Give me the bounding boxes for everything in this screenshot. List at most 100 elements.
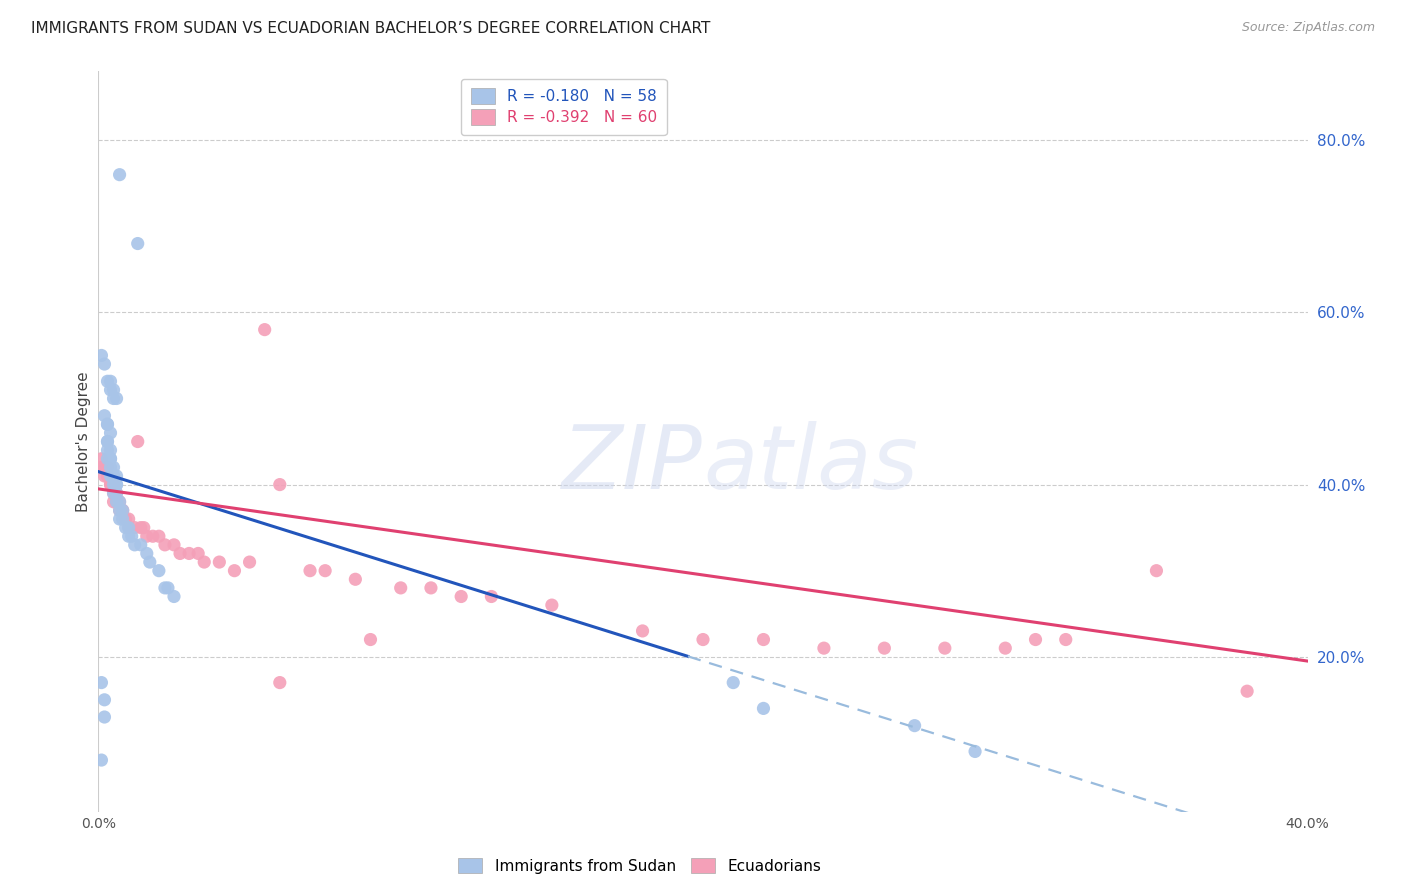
Point <box>96 460 118 475</box>
Point <box>169 546 191 560</box>
Point <box>360 632 382 647</box>
Point <box>93 460 115 475</box>
Point <box>163 590 186 604</box>
Point <box>100 451 122 466</box>
Point <box>135 546 157 560</box>
Point <box>692 632 714 647</box>
Point <box>752 632 775 647</box>
Point <box>450 590 472 604</box>
Point <box>105 495 128 509</box>
Point <box>103 469 125 483</box>
Point <box>1024 632 1046 647</box>
Point <box>1144 564 1167 578</box>
Point <box>934 641 956 656</box>
Point <box>108 503 131 517</box>
Point <box>299 564 322 578</box>
Point <box>148 529 170 543</box>
Text: atlas: atlas <box>703 421 918 507</box>
Point <box>108 168 131 182</box>
Point <box>179 546 201 560</box>
Point <box>269 675 291 690</box>
Point <box>148 564 170 578</box>
Point <box>873 641 896 656</box>
Point <box>90 451 112 466</box>
Point <box>118 521 141 535</box>
Point <box>90 675 112 690</box>
Point <box>142 529 165 543</box>
Point <box>124 538 146 552</box>
Point <box>344 572 367 586</box>
Point <box>127 236 149 251</box>
Point <box>103 477 125 491</box>
Point <box>100 451 122 466</box>
Point <box>1236 684 1258 698</box>
Point <box>90 348 112 362</box>
Point <box>129 521 152 535</box>
Point <box>187 546 209 560</box>
Legend: Immigrants from Sudan, Ecuadorians: Immigrants from Sudan, Ecuadorians <box>451 852 828 880</box>
Point <box>1054 632 1077 647</box>
Point <box>269 477 291 491</box>
Text: Source: ZipAtlas.com: Source: ZipAtlas.com <box>1241 21 1375 35</box>
Point <box>100 460 122 475</box>
Point <box>153 581 176 595</box>
Point <box>103 460 125 475</box>
Point <box>100 383 122 397</box>
Point <box>389 581 412 595</box>
Point <box>121 529 143 543</box>
Point <box>114 512 136 526</box>
Point <box>105 486 128 500</box>
Point <box>100 477 122 491</box>
Point <box>103 486 125 500</box>
Point <box>420 581 443 595</box>
Point <box>813 641 835 656</box>
Point <box>118 521 141 535</box>
Point <box>904 718 927 732</box>
Point <box>96 434 118 449</box>
Y-axis label: Bachelor's Degree: Bachelor's Degree <box>76 371 91 512</box>
Point <box>132 521 155 535</box>
Point <box>100 443 122 458</box>
Point <box>93 693 115 707</box>
Point <box>481 590 503 604</box>
Point <box>96 451 118 466</box>
Point <box>108 512 131 526</box>
Point <box>108 503 131 517</box>
Point <box>100 425 122 440</box>
Point <box>108 495 131 509</box>
Point <box>96 374 118 388</box>
Text: IMMIGRANTS FROM SUDAN VS ECUADORIAN BACHELOR’S DEGREE CORRELATION CHART: IMMIGRANTS FROM SUDAN VS ECUADORIAN BACH… <box>31 21 710 37</box>
Point <box>118 512 141 526</box>
Point <box>93 710 115 724</box>
Point <box>103 383 125 397</box>
Point <box>111 503 134 517</box>
Point <box>108 495 131 509</box>
Point <box>105 477 128 491</box>
Point <box>96 417 118 432</box>
Point <box>93 357 115 371</box>
Point <box>965 744 987 758</box>
Point <box>96 469 118 483</box>
Point <box>105 477 128 491</box>
Point <box>239 555 262 569</box>
Point <box>105 469 128 483</box>
Point <box>90 753 112 767</box>
Point <box>105 495 128 509</box>
Point <box>127 434 149 449</box>
Point <box>96 469 118 483</box>
Point <box>139 555 162 569</box>
Text: ZIP: ZIP <box>562 421 703 507</box>
Point <box>314 564 336 578</box>
Point <box>96 434 118 449</box>
Point <box>111 503 134 517</box>
Point <box>124 521 146 535</box>
Legend: R = -0.180   N = 58, R = -0.392   N = 60: R = -0.180 N = 58, R = -0.392 N = 60 <box>461 79 666 135</box>
Point <box>193 555 215 569</box>
Point <box>163 538 186 552</box>
Point <box>153 538 176 552</box>
Point <box>111 512 134 526</box>
Point <box>114 521 136 535</box>
Point <box>93 469 115 483</box>
Point <box>994 641 1017 656</box>
Point <box>103 392 125 406</box>
